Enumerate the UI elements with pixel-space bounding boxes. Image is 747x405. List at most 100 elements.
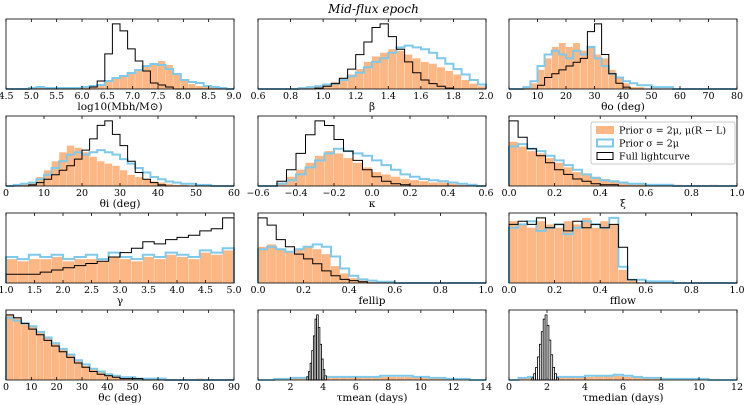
orange-bar (165, 183, 173, 186)
legend-swatch-orange (596, 126, 614, 134)
legend-label-orange: Prior σ = 2μ, μ(R − L) (619, 126, 726, 137)
orange-bar (613, 375, 623, 380)
orange-bar (594, 375, 604, 380)
orange-bar (536, 221, 546, 283)
blue-series (6, 63, 234, 90)
orange-bar (404, 376, 413, 380)
orange-bar (173, 75, 181, 89)
panel-1: 4.5 5.0 5.5 6.0 6.5 7.0 7.5 8.0 8.5 9.0 log10(Mbh/… (0, 18, 242, 113)
orange-bar (623, 83, 630, 89)
orange-bar (296, 169, 306, 186)
x-tick-label: 30 (588, 91, 600, 102)
x-tick-label: 40 (617, 91, 629, 102)
orange-bar (36, 331, 44, 380)
x-tick-label: 10 (38, 188, 50, 199)
orange-bar (104, 163, 113, 186)
legend-box (590, 121, 736, 165)
orange-bar (556, 376, 566, 380)
x-tick-label: 4.5 (0, 91, 14, 102)
orange-bar (150, 181, 158, 186)
orange-bar (545, 158, 555, 186)
panel-10: 0 10 20 30 40 50 60 70 80 90 θc (deg) (3, 309, 240, 404)
x-tick-label: 1.0 (729, 285, 744, 296)
orange-bar (97, 371, 105, 380)
orange-bar (445, 70, 454, 89)
orange-bar (572, 224, 582, 283)
orange-bar (305, 162, 315, 187)
orange-bar (339, 78, 348, 89)
x-tick-label: 50 (190, 188, 202, 199)
orange-bar (388, 376, 397, 380)
orange-bar (127, 174, 135, 186)
orange-bar (303, 246, 313, 283)
orange-bar (527, 151, 536, 186)
x-axis-label: fflow (610, 295, 636, 307)
orange-bar (331, 266, 340, 283)
legend: Prior σ = 2μ, μ(R − L) Prior σ = 2μ Full l… (590, 121, 736, 165)
orange-bar (347, 74, 356, 89)
black-series (258, 120, 486, 187)
orange-bar (544, 58, 552, 89)
orange-bar (438, 182, 448, 186)
orange-bar (66, 354, 75, 380)
orange-bar (28, 259, 40, 283)
orange-bar (623, 376, 633, 380)
x-tick-label: 5.5 (49, 91, 64, 102)
orange-bar (420, 61, 429, 89)
orange-bar (372, 376, 380, 380)
axes-frame (5, 18, 235, 90)
x-tick-label: 0 (506, 91, 512, 102)
x-tick-label: 0.0 (250, 285, 265, 296)
orange-bar (59, 152, 67, 186)
x-tick-label: 8.0 (176, 91, 191, 102)
orange-bar (51, 343, 59, 380)
orange-bar (585, 376, 595, 380)
orange-bar (340, 273, 349, 283)
orange-bar (120, 259, 132, 283)
orange-bar (381, 174, 391, 186)
orange-bar (285, 251, 295, 283)
orange-bar (104, 374, 113, 380)
x-tick-label: 0.0 (364, 188, 379, 199)
x-tick-label: 0.4 (593, 285, 608, 296)
x-tick-label: 20 (51, 382, 63, 393)
panel-6: 0.0 0.2 0.4 0.6 0.8 1.0 ξ (501, 115, 745, 210)
orange-bar (158, 182, 166, 186)
orange-bar (142, 179, 151, 186)
legend-label-black: Full lightcurve (619, 152, 690, 163)
orange-bar (6, 314, 14, 380)
orange-bar (82, 152, 90, 186)
x-tick-label: 60 (674, 91, 686, 102)
panel-7: 1.0 1.5 2.0 2.5 3.0 3.5 4.0 4.5 5.0 γ (0, 212, 242, 307)
orange-bar (355, 69, 364, 89)
x-tick-label: 20 (76, 188, 88, 199)
orange-bar (173, 184, 181, 186)
orange-bar (89, 368, 97, 380)
legend-swatch-blue (596, 138, 614, 148)
x-axis-label: log10(Mbh/M⊙) (77, 101, 162, 113)
orange-bar (74, 259, 86, 283)
orange-bar (600, 221, 609, 283)
x-tick-label: 4.0 (169, 285, 184, 296)
axes-frame (508, 212, 738, 284)
orange-bar (28, 181, 37, 186)
orange-bar (551, 46, 559, 89)
x-tick-label: 0.2 (296, 285, 311, 296)
orange-bar (127, 74, 135, 89)
orange-bar (112, 375, 120, 380)
panel-3: 0 10 20 30 40 50 60 70 80 θo (deg) (506, 18, 743, 113)
orange-bar (429, 182, 439, 186)
x-tick-label: 7.5 (150, 91, 165, 102)
panel-8: 0.0 0.2 0.4 0.6 0.8 1.0 fellip (250, 212, 494, 307)
orange-bar (44, 337, 52, 380)
x-tick-label: 1.2 (348, 91, 363, 102)
orange-bar (412, 376, 421, 380)
panel-4: 0 10 20 30 40 50 60 θi (deg) (3, 115, 240, 210)
x-tick-label: 0 (255, 382, 261, 393)
orange-bar (222, 250, 234, 283)
x-tick-label: 4 (582, 382, 588, 393)
x-tick-label: 0.2 (547, 188, 562, 199)
orange-bar (188, 259, 200, 283)
orange-bar (188, 84, 196, 89)
orange-bar (587, 46, 595, 89)
